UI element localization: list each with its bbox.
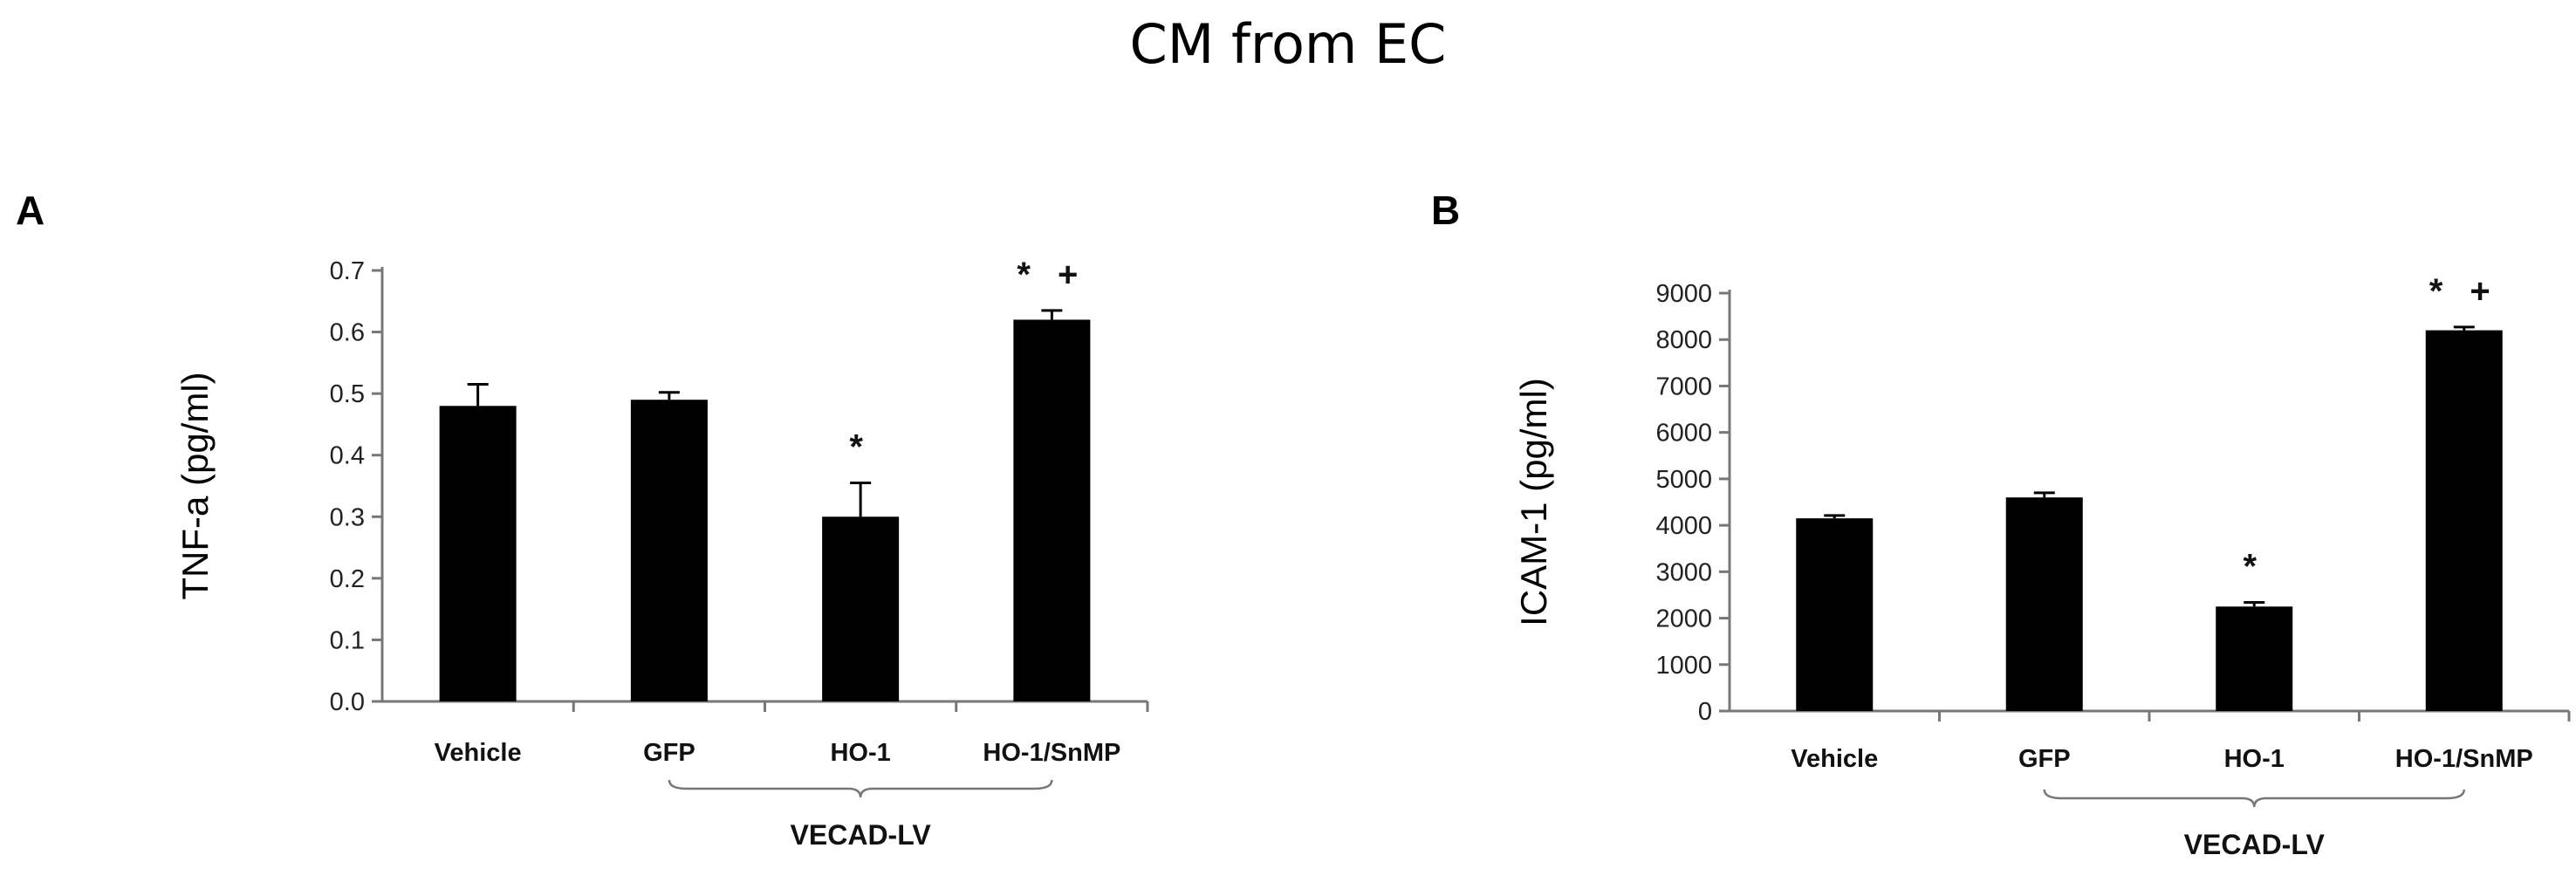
x-tick-label: GFP: [643, 739, 695, 767]
y-tick-label: 0.2: [330, 565, 365, 593]
y-tick-label: 5000: [1655, 466, 1712, 494]
bar-ho-1: [2216, 606, 2293, 711]
y-tick-label: 0.7: [330, 257, 365, 285]
y-tick-label: 0: [1698, 698, 1712, 726]
x-tick-label: HO-1: [2224, 745, 2285, 773]
group-label: VECAD-LV: [791, 819, 932, 851]
y-tick-label: 0.5: [330, 380, 365, 408]
y-tick-label: 0.6: [330, 319, 365, 347]
chart-b-icam-1: 0 1000 2000 3000 4000 5000 6000 7000 8000 9000 ICA…: [1513, 272, 2571, 860]
bar-vehicle: [1796, 518, 1874, 711]
significance-marker: * +: [2429, 272, 2499, 311]
y-axis-label: ICAM-1 (pg/ml): [1513, 378, 1554, 626]
bar-ho-1-snmp: [1013, 319, 1091, 701]
significance-marker: * +: [1017, 256, 1086, 294]
bar-ho-1: [822, 516, 900, 701]
bar-gfp: [630, 400, 708, 701]
panel-label-a: A: [16, 188, 45, 233]
y-tick-label: 3000: [1655, 558, 1712, 586]
y-tick-label: 7000: [1655, 373, 1712, 400]
y-tick-label: 0.4: [330, 442, 365, 470]
x-tick-label: HO-1/SnMP: [2395, 745, 2533, 773]
y-tick-label: 0.3: [330, 503, 365, 531]
significance-marker: *: [2243, 547, 2265, 585]
x-tick-label: GFP: [2018, 745, 2071, 773]
y-tick-label: 6000: [1655, 420, 1712, 448]
chart-a-tnf-alpha: 0.0 0.1 0.2 0.3 0.4 0.5 0.6 0.7 TNF-a (pg/ml) Veh…: [175, 256, 1149, 851]
panel-label-b: B: [1431, 188, 1461, 233]
y-tick-label: 0.0: [330, 688, 365, 716]
y-tick-label: 4000: [1655, 512, 1712, 540]
y-tick-label: 9000: [1655, 280, 1712, 308]
y-axis-label: TNF-a (pg/ml): [175, 372, 216, 599]
group-bracket: [668, 779, 1053, 798]
x-tick-label: Vehicle: [1791, 745, 1878, 773]
y-tick-label: 1000: [1655, 652, 1712, 680]
bar-gfp: [2005, 497, 2083, 711]
bar-vehicle: [439, 406, 517, 701]
y-tick-label: 8000: [1655, 326, 1712, 354]
significance-marker: *: [849, 427, 872, 466]
group-label: VECAD-LV: [2184, 829, 2326, 860]
group-bracket: [2043, 789, 2465, 808]
x-tick-label: HO-1: [830, 739, 890, 767]
bar-ho-1-snmp: [2425, 330, 2503, 711]
y-tick-label: 0.1: [330, 626, 365, 654]
y-tick-label: 2000: [1655, 605, 1712, 633]
x-tick-label: HO-1/SnMP: [983, 739, 1120, 767]
x-tick-label: Vehicle: [435, 739, 522, 767]
figure-title: CM from EC: [1129, 12, 1447, 76]
